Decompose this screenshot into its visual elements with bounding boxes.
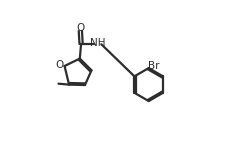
Text: Br: Br [148,61,159,71]
Text: O: O [76,23,84,33]
Text: NH: NH [90,38,105,48]
Text: O: O [56,60,64,70]
